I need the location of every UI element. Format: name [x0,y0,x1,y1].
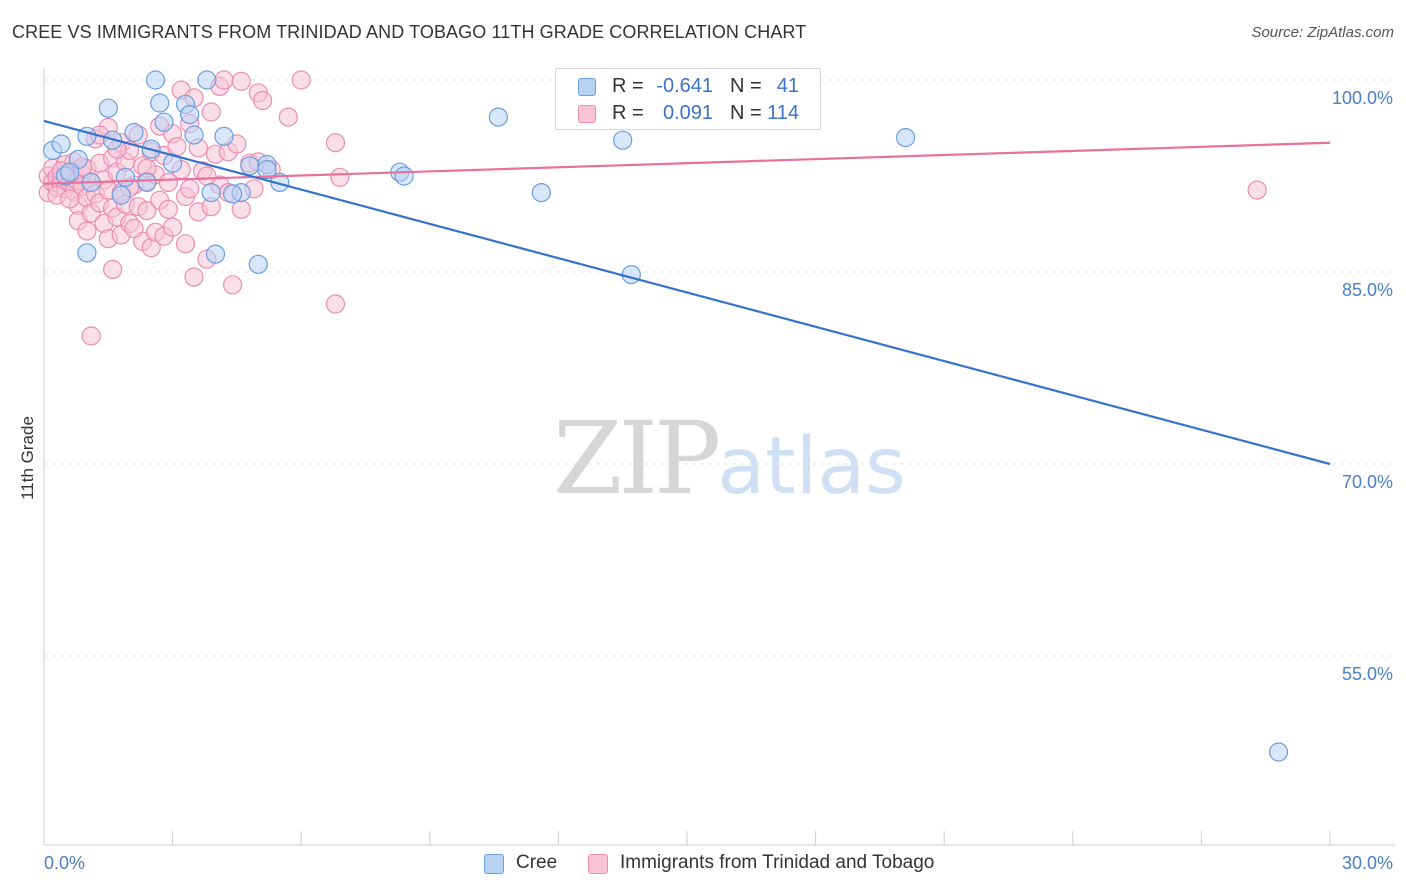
legend-swatch-trinidad-tobago [588,854,608,874]
cree-point [488,107,508,127]
chart-title: CREE VS IMMIGRANTS FROM TRINIDAD AND TOB… [12,22,807,42]
cree-point [180,104,200,125]
trend-lines [43,119,1331,466]
trinidad-tobago-point [1247,180,1267,200]
cree-point [60,162,80,182]
source-label: Source: ZipAtlas.com [1251,24,1394,41]
cree-point [150,93,170,113]
watermark: ZIPatlas [553,400,906,517]
cree-point [240,156,260,176]
trinidad-tobago-point [184,267,204,287]
trinidad-tobago-point [77,221,97,241]
trinidad-tobago-point [197,166,217,186]
legend-n-value: 114 [767,102,799,124]
legend-swatch-cree [578,78,596,96]
trinidad-tobago-point [81,326,101,346]
legend-row-cree: R = -0.641 N = 41 [556,73,820,101]
series-legend: Cree Immigrants from Trinidad and Tobago [0,852,1406,878]
x-tick-label: 30.0% [1342,853,1393,873]
cree-point [531,183,551,203]
trinidad-tobago-point [325,133,346,153]
cree-point [223,184,243,204]
legend-label-trinidad-tobago: Immigrants from Trinidad and Tobago [620,852,935,873]
trinidad-tobago-point [330,167,350,187]
correlation-legend: R = -0.641 N = 41 R = 0.091 N = 114 [555,68,821,130]
series-cree-points [42,70,1289,762]
cree-point [1268,742,1289,762]
cree-trend-line [43,119,1331,466]
trinidad-tobago-point [175,234,196,254]
trinidad-tobago-point [167,137,187,157]
cree-point [205,244,226,264]
x-tick-label: 0.0% [44,853,85,873]
y-tick-label: 70.0% [1342,472,1393,492]
legend-n-value: 41 [776,75,799,97]
cree-point [98,98,118,118]
cree-point [257,160,277,180]
cree-point [77,243,97,263]
watermark-atlas: atlas [717,422,906,512]
legend-r-label: R = [612,102,644,124]
trinidad-tobago-point [278,107,298,127]
legend-row-trinidad-tobago: R = 0.091 N = 114 [556,100,820,128]
trinidad-tobago-point [158,199,178,219]
y-tick-label: 100.0% [1332,88,1393,108]
cree-point [145,70,166,90]
trinidad-tobago-point [231,71,251,91]
cree-point [137,172,157,192]
legend-swatch-cree [484,854,504,874]
trinidad-tobago-point [214,70,234,90]
trinidad-tobago-point [253,90,273,111]
trinidad-tobago-point [60,189,80,209]
legend-r-value: 0.091 [662,102,713,124]
y-tick-label: 85.0% [1342,280,1393,300]
trinidad-tobago-point [223,275,243,295]
legend-swatch-trinidad-tobago [578,105,596,123]
cree-point [895,128,916,148]
legend-label-cree: Cree [516,852,558,873]
trinidad-tobago-point [137,201,157,221]
trinidad-tobago-point [163,217,183,237]
legend-r-label: R = [612,75,644,97]
legend-n-label: N = [730,75,762,97]
cree-point [613,130,633,150]
cree-point [248,254,268,274]
trinidad-tobago-point [325,294,346,314]
cree-point [111,185,131,205]
legend-n-label: N = [730,102,762,124]
cree-point [197,70,217,90]
trinidad-tobago-point [291,70,311,90]
cree-point [621,265,641,285]
tick-labels: 100.0% 85.0% 70.0% 55.0% 0.0% 30.0% [44,88,1393,873]
cree-point [214,126,234,146]
cree-point [115,167,136,187]
cree-point [51,134,71,154]
trinidad-tobago-trend-line [43,141,1331,185]
trinidad-tobago-point [180,179,200,199]
trinidad-tobago-point [102,259,123,279]
cree-point [124,122,144,143]
trinidad-tobago-point [201,102,221,122]
cree-point [394,166,414,186]
trinidad-tobago-point [158,172,178,192]
y-tick-label: 55.0% [1342,664,1393,684]
legend-r-value: -0.641 [656,75,713,97]
cree-point [184,125,204,145]
trinidad-tobago-point [124,218,144,239]
cree-point [201,183,221,203]
watermark-zip: ZIP [553,400,721,517]
cree-point [154,112,174,132]
